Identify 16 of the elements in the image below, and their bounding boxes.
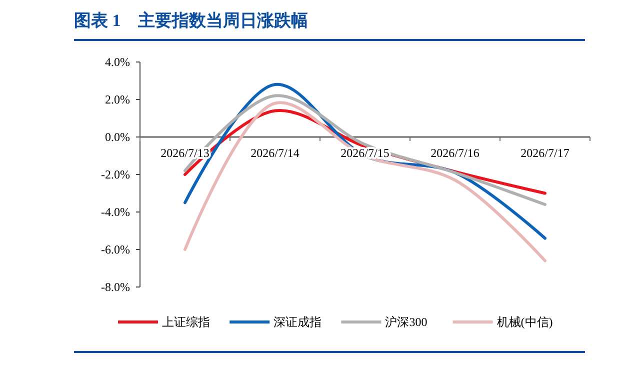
legend-label: 沪深300 — [385, 315, 428, 330]
y-tick-label: 0.0% — [105, 130, 130, 144]
x-tick-label: 2026/7/14 — [250, 146, 300, 160]
legend-label: 深证成指 — [274, 315, 322, 330]
x-tick-label: 2026/7/15 — [340, 146, 390, 160]
y-tick-label: -8.0% — [101, 280, 130, 294]
chart-title: 图表 1 主要指数当周日涨跌幅 — [74, 11, 308, 30]
y-tick-label: 4.0% — [105, 55, 130, 70]
y-tick-label: -4.0% — [101, 205, 130, 220]
y-tick-label: -6.0% — [101, 242, 130, 257]
x-tick-label: 2026/7/17 — [520, 146, 570, 160]
y-tick-label: -2.0% — [101, 168, 130, 182]
legend-label: 机械(中信) — [496, 315, 553, 330]
y-tick-label: 2.0% — [105, 92, 130, 107]
x-tick-label: 2026/7/16 — [430, 146, 480, 160]
legend-label: 上证综指 — [162, 315, 210, 330]
